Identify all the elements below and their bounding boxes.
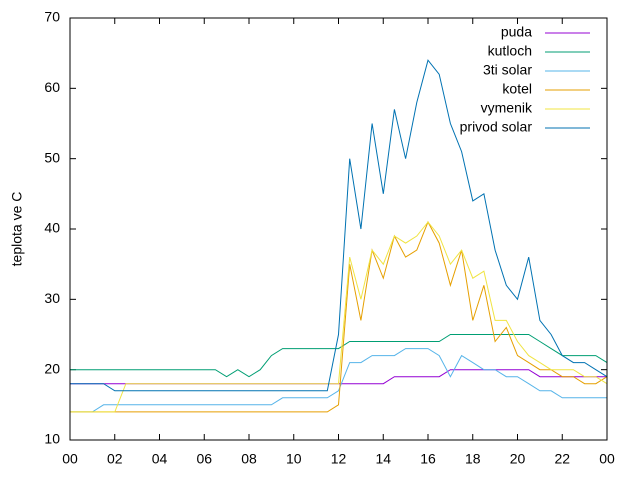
y-tick-label: 20: [44, 360, 60, 376]
x-tick-label: 08: [241, 451, 257, 467]
legend-label: kotel: [502, 81, 532, 97]
legend-label: 3ti solar: [483, 62, 532, 78]
x-tick-label: 00: [599, 451, 615, 467]
y-tick-label: 70: [44, 9, 60, 25]
x-tick-label: 20: [510, 451, 526, 467]
x-tick-label: 02: [107, 451, 123, 467]
x-tick-label: 16: [420, 451, 436, 467]
y-tick-label: 60: [44, 79, 60, 95]
series-line: [70, 220, 608, 413]
x-tick-label: 14: [375, 451, 391, 467]
series-line: [70, 334, 608, 378]
x-tick-label: 06: [196, 451, 212, 467]
x-tick-label: 12: [331, 451, 347, 467]
y-tick-label: 10: [44, 431, 60, 447]
legend-label: privod solar: [460, 119, 533, 135]
x-tick-label: 04: [152, 451, 168, 467]
series-line: [70, 59, 608, 392]
legend-label: kutloch: [488, 43, 532, 59]
x-tick-label: 22: [554, 451, 570, 467]
x-tick-label: 18: [465, 451, 481, 467]
series-line: [70, 221, 608, 413]
x-tick-label: 00: [62, 451, 78, 467]
y-tick-label: 40: [44, 220, 60, 236]
y-tick-label: 50: [44, 149, 60, 165]
legend-label: vymenik: [481, 100, 533, 116]
series-line: [70, 348, 607, 413]
legend-label: puda: [501, 24, 532, 40]
y-axis-label: teplota ve C: [9, 192, 25, 267]
y-tick-label: 30: [44, 290, 60, 306]
plot-border: [69, 17, 608, 441]
x-tick-label: 10: [286, 451, 302, 467]
